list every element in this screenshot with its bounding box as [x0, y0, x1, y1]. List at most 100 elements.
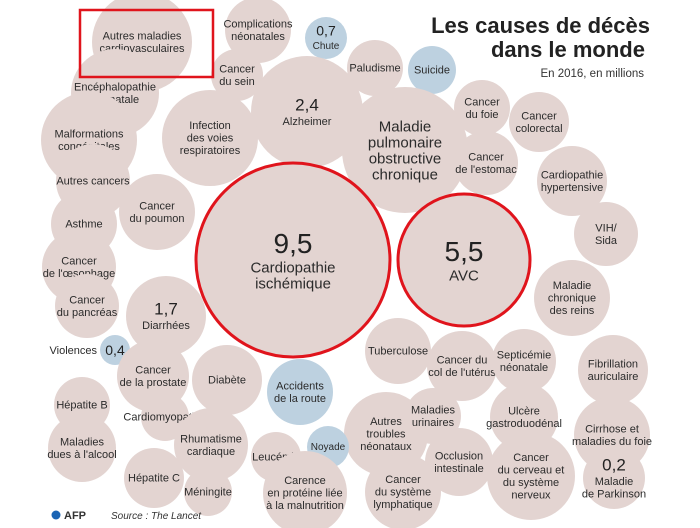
bubble-circle [509, 92, 569, 152]
bubble-label: du sein [219, 76, 254, 88]
bubble: Paludisme [347, 40, 403, 96]
bubble: Méningite [184, 468, 232, 516]
bubble-label: hypertensive [541, 182, 603, 194]
header: Les causes de décès dans le monde En 201… [431, 13, 650, 80]
bubble-circle [251, 56, 363, 168]
bubble-circle [405, 388, 461, 444]
bubble-label: AVC [449, 268, 479, 285]
bubble-label: Maladie [595, 476, 634, 488]
bubble-label: Violences [50, 345, 98, 357]
bubble-label: Autres [370, 416, 402, 428]
bubble-label: de Parkinson [582, 488, 646, 500]
bubble-label: Fibrillation [588, 358, 638, 370]
bubble-label: néonatale [500, 362, 548, 374]
bubble-label: du foie [465, 109, 498, 121]
bubble-value: 9,5 [274, 228, 313, 259]
bubble-circle [583, 447, 645, 509]
bubble-circle [487, 432, 575, 520]
bubble-label: Ulcère [508, 405, 540, 417]
chart-title-line1: Les causes de décès [431, 13, 650, 38]
bubble-label: de l'estomac [455, 164, 517, 176]
bubble-label: du système [503, 477, 559, 489]
highlight-box [78, 8, 215, 79]
bubble-label: Cancer [521, 110, 557, 122]
bubble-label: Carence [284, 475, 326, 487]
bubble-label: du cerveau et [498, 464, 565, 476]
bubble-label: chronique [548, 293, 596, 305]
chart-subtitle: En 2016, en millions [540, 68, 644, 80]
bubble-label: Cancer [61, 255, 97, 267]
bubble-label: Suicide [414, 65, 450, 77]
bubble-circle [305, 17, 347, 59]
bubble: Hépatite C [124, 448, 184, 508]
bubble-label: Chute [313, 41, 340, 52]
bubble-circle [263, 451, 347, 528]
bubble-label: auriculaire [588, 371, 639, 383]
bubble-label: de la route [274, 393, 326, 405]
bubble-label: du système [375, 487, 431, 499]
bubble-label: ischémique [255, 276, 331, 293]
bubble-label: troubles [366, 429, 406, 441]
bubble-label: respiratoires [180, 145, 241, 157]
bubble-label: Maladies [60, 436, 105, 448]
bubble-circle [119, 174, 195, 250]
bubble-label: Cancer du [437, 354, 488, 366]
bubble-label: colorectal [515, 123, 562, 135]
bubble-label: en protéine liée [267, 488, 342, 500]
bubble-circle [196, 163, 390, 357]
agency-label: AFP [64, 510, 86, 522]
bubble-circle [55, 274, 119, 338]
bubble-label: Autres maladies [103, 30, 182, 42]
bubble: VIH/Sida [574, 202, 638, 266]
bubble-label: Malformations [54, 128, 124, 140]
bubble-label: Hépatite C [128, 473, 180, 485]
bubble-circle [537, 146, 607, 216]
bubble-value: 2,4 [295, 96, 319, 115]
bubble-label: Sida [595, 235, 618, 247]
bubble-label: Maladie [379, 119, 432, 136]
highlight-ring [194, 161, 392, 359]
bubble: Tuberculose [365, 318, 431, 384]
bubble-circle [162, 90, 258, 186]
bubble-label: intestinale [434, 463, 484, 475]
chart-title-line2: dans le monde [491, 37, 645, 62]
bubble-label: Diarrhées [142, 320, 190, 332]
bubble-value: 1,7 [154, 300, 178, 319]
bubble-label: Cancer [513, 452, 549, 464]
bubble-label: Tuberculose [368, 346, 428, 358]
bubble-label: Diabète [208, 375, 246, 387]
bubble-circle [225, 0, 291, 63]
bubble-label: Encéphalopathie [74, 81, 156, 93]
bubble-circle [342, 87, 468, 213]
bubble: Violences 0,4 [50, 335, 130, 365]
bubble-circle [425, 428, 493, 496]
bubble-label: Cancer [385, 474, 421, 486]
afp-logo-icon [51, 510, 61, 520]
bubble-circle [365, 318, 431, 384]
bubble-label: Alzheimer [283, 116, 332, 128]
bubble-label: Accidents [276, 380, 324, 392]
bubble-label: urinaires [412, 417, 455, 429]
bubble-label: lymphatique [373, 499, 432, 511]
bubble-label: à la malnutrition [266, 500, 344, 512]
bubble-label: Cardiopathie [250, 260, 335, 277]
bubble-label: Cancer [135, 364, 171, 376]
bubble-circle [427, 331, 497, 401]
